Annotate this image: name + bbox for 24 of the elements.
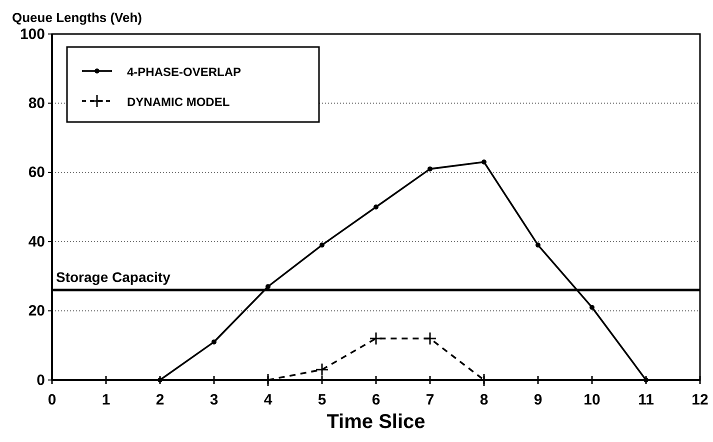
y-tick-label: 0 xyxy=(36,372,45,389)
x-tick-label: 11 xyxy=(638,392,654,408)
x-tick-label: 0 xyxy=(48,392,56,408)
x-tick-label: 10 xyxy=(584,392,600,408)
x-tick-label: 12 xyxy=(692,392,708,408)
y-tick-label: 100 xyxy=(20,26,45,43)
x-tick-label: 4 xyxy=(264,392,273,408)
x-tick-label: 9 xyxy=(534,392,542,408)
y-tick-label: 40 xyxy=(28,233,45,250)
legend-label: 4-PHASE-OVERLAP xyxy=(127,65,242,79)
x-tick-label: 3 xyxy=(210,392,218,408)
x-axis-title: Time Slice xyxy=(326,411,426,433)
x-tick-label: 5 xyxy=(318,392,326,408)
x-tick-label: 2 xyxy=(156,392,164,408)
ref-line-label: Storage Capacity xyxy=(56,269,171,286)
y-tick-label: 60 xyxy=(28,164,45,182)
legend-label: DYNAMIC MODEL xyxy=(127,95,230,109)
y-tick-label: 20 xyxy=(28,302,45,320)
x-tick-label: 8 xyxy=(480,392,488,408)
y-axis-title: Queue Lengths (Veh) xyxy=(12,10,142,25)
y-tick-label: 80 xyxy=(28,95,45,112)
x-tick-label: 6 xyxy=(372,392,380,408)
x-tick-label: 7 xyxy=(426,392,434,408)
x-tick-label: 1 xyxy=(102,392,110,408)
